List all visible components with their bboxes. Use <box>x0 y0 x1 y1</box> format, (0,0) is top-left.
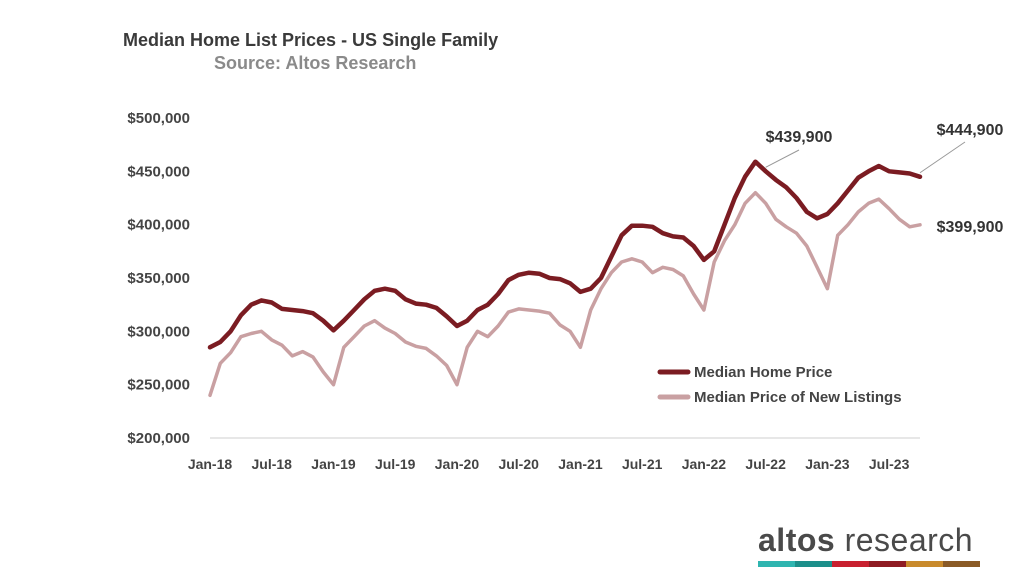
y-axis-ticks: $200,000 $250,000 $300,000 $350,000 $400,000… <box>127 110 190 447</box>
brand-stripe-segment <box>869 561 906 567</box>
annotation-label: $444,900 <box>937 122 1004 139</box>
annotation-leader-line <box>765 149 800 168</box>
brand-stripe-segment <box>758 561 795 567</box>
annotation-leader-line <box>919 141 966 174</box>
brand-word-research: research <box>835 522 974 558</box>
legend-label-median-new-listings: Median Price of New Listings <box>694 389 902 406</box>
x-tick-label: Jan-19 <box>311 456 356 472</box>
x-tick-label: Jul-19 <box>375 456 416 472</box>
y-tick-label: $400,000 <box>127 217 190 234</box>
brand-word-altos: altos <box>758 522 836 558</box>
x-tick-label: Jul-23 <box>869 456 910 472</box>
brand-logo: altos research <box>758 522 973 559</box>
y-tick-label: $450,000 <box>127 163 190 180</box>
y-tick-label: $300,000 <box>127 323 190 340</box>
brand-stripe-segment <box>943 561 980 567</box>
series-line-median-new-listings <box>208 190 922 398</box>
brand-stripe-segment <box>795 561 832 567</box>
y-tick-label: $350,000 <box>127 270 190 287</box>
x-axis-ticks: Jan-18 Jul-18 Jan-19 Jul-19 Jan-20 Jul-20 Jan-… <box>188 456 910 472</box>
chart-title: Median Home List Prices - US Single Fami… <box>123 30 499 50</box>
legend: Median Home Price Median Price of New Li… <box>657 364 902 406</box>
x-tick-label: Jul-20 <box>498 456 539 472</box>
brand-color-stripe <box>758 561 980 567</box>
x-tick-label: Jan-18 <box>188 456 233 472</box>
x-tick-label: Jan-22 <box>682 456 727 472</box>
series-lines <box>207 159 923 398</box>
x-tick-label: Jul-18 <box>252 456 293 472</box>
series-line-median-home-price <box>207 159 923 350</box>
y-tick-label: $500,000 <box>127 110 190 127</box>
x-tick-label: Jul-22 <box>745 456 786 472</box>
brand-stripe-segment <box>832 561 869 567</box>
x-tick-label: Jan-20 <box>435 456 480 472</box>
annotations: $439,900 $444,900 $399,900 <box>765 122 1004 236</box>
annotation-label: $439,900 <box>766 129 833 146</box>
x-tick-label: Jan-21 <box>558 456 603 472</box>
y-tick-label: $200,000 <box>127 430 190 447</box>
y-tick-label: $250,000 <box>127 377 190 394</box>
x-tick-label: Jul-21 <box>622 456 663 472</box>
chart-subtitle: Source: Altos Research <box>214 53 417 73</box>
brand-stripe-segment <box>906 561 943 567</box>
x-tick-label: Jan-23 <box>805 456 850 472</box>
annotation-label: $399,900 <box>937 219 1004 236</box>
legend-label-median-home-price: Median Home Price <box>694 364 832 381</box>
